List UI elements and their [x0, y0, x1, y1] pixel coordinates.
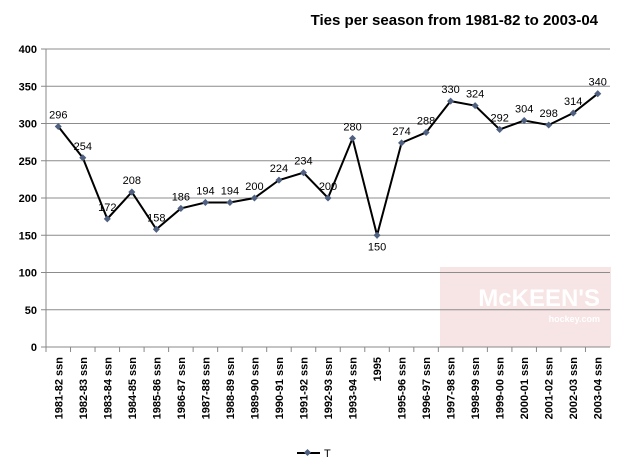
- data-label: 304: [515, 104, 533, 116]
- data-label: 194: [221, 185, 239, 197]
- y-tick-label: 200: [19, 193, 37, 205]
- data-label: 314: [564, 96, 582, 108]
- data-point: [79, 154, 87, 162]
- watermark-logo: McKEEN'S hockey.com: [440, 267, 611, 347]
- data-label: 288: [417, 115, 435, 127]
- chart-title: Ties per season from 1981-82 to 2003-04: [311, 12, 599, 29]
- x-tick-label: 1983-84 ssn: [102, 357, 114, 420]
- legend: T: [297, 448, 331, 460]
- data-label: 200: [245, 181, 263, 193]
- data-point: [594, 90, 602, 98]
- x-tick-label: 2000-01 ssn: [519, 357, 531, 420]
- x-tick-label: 1985-86 ssn: [151, 357, 163, 420]
- data-point: [177, 204, 185, 212]
- x-tick-label: 2002-03 ssn: [568, 357, 580, 420]
- data-point: [398, 139, 406, 147]
- data-label: 254: [74, 141, 92, 153]
- data-label: 330: [441, 84, 459, 96]
- data-point: [299, 169, 308, 177]
- data-point: [447, 97, 455, 105]
- y-tick-label: 0: [31, 342, 37, 354]
- data-label: 186: [172, 191, 190, 203]
- x-tick-label: 1993-94 ssn: [348, 357, 360, 420]
- y-tick-label: 350: [19, 81, 37, 93]
- data-point: [422, 128, 430, 136]
- data-label: 194: [196, 185, 214, 197]
- data-label: 224: [270, 163, 288, 175]
- data-label: 274: [392, 126, 410, 138]
- x-tick-label: 1991-92 ssn: [298, 357, 310, 420]
- data-label: 280: [343, 121, 361, 133]
- data-label: 292: [490, 112, 508, 124]
- y-tick-label: 250: [19, 156, 37, 168]
- data-label: 172: [98, 202, 116, 214]
- data-point: [152, 225, 160, 233]
- x-tick-label: 1988-89 ssn: [225, 357, 237, 420]
- data-point: [275, 176, 283, 184]
- y-tick-label: 150: [19, 230, 37, 242]
- data-point: [250, 194, 258, 202]
- x-tick-label: 1986-87 ssn: [176, 357, 188, 420]
- x-tick-label: 1989-90 ssn: [249, 357, 261, 420]
- y-tick-label: 50: [25, 305, 37, 317]
- y-tick-label: 400: [19, 44, 37, 56]
- data-point: [226, 198, 234, 207]
- x-tick-label: 1992-93 ssn: [323, 357, 335, 420]
- x-tick-label: 1990-91 ssn: [274, 357, 286, 420]
- svg-text:McKEEN'S: McKEEN'S: [478, 285, 600, 312]
- data-point: [545, 121, 553, 129]
- data-label: 324: [466, 89, 484, 101]
- data-point: [324, 194, 332, 202]
- data-point: [471, 102, 479, 110]
- x-tick-label: 1996-97 ssn: [421, 357, 433, 420]
- data-point: [128, 188, 136, 196]
- data-point: [103, 215, 111, 223]
- data-label: 208: [123, 175, 141, 187]
- y-tick-label: 300: [19, 119, 37, 131]
- x-tick-label: 1995-96 ssn: [397, 357, 409, 420]
- data-label: 158: [147, 212, 165, 224]
- data-point: [373, 231, 381, 239]
- data-point: [348, 134, 357, 142]
- svg-text:hockey.com: hockey.com: [549, 314, 600, 324]
- data-label: 340: [589, 77, 607, 89]
- data-point: [496, 125, 504, 133]
- x-tick-label: 2003-04 ssn: [593, 357, 605, 420]
- x-tick-label: 1997-98 ssn: [446, 357, 458, 420]
- legend-label: T: [324, 448, 331, 460]
- x-tick-label: 1984-85 ssn: [127, 357, 139, 420]
- data-label: 234: [294, 156, 312, 168]
- x-tick-label: 2001-02 ssn: [544, 357, 556, 420]
- x-tick-label: 1998-99 ssn: [470, 357, 482, 420]
- x-tick-label: 1999-00 ssn: [495, 357, 507, 420]
- data-label: 298: [540, 108, 558, 120]
- data-point: [201, 198, 209, 207]
- x-tick-label: 1995: [372, 357, 384, 381]
- x-tick-label: 1987-88 ssn: [200, 357, 212, 420]
- data-point: [520, 116, 528, 125]
- x-tick-label: 1981-82 ssn: [53, 357, 65, 420]
- data-label: 296: [49, 109, 67, 121]
- data-point: [569, 109, 577, 117]
- data-label: 200: [319, 181, 337, 193]
- y-tick-label: 100: [19, 268, 37, 280]
- legend-marker: [303, 448, 312, 457]
- data-label: 150: [368, 241, 386, 253]
- x-tick-label: 1982-83 ssn: [78, 357, 90, 420]
